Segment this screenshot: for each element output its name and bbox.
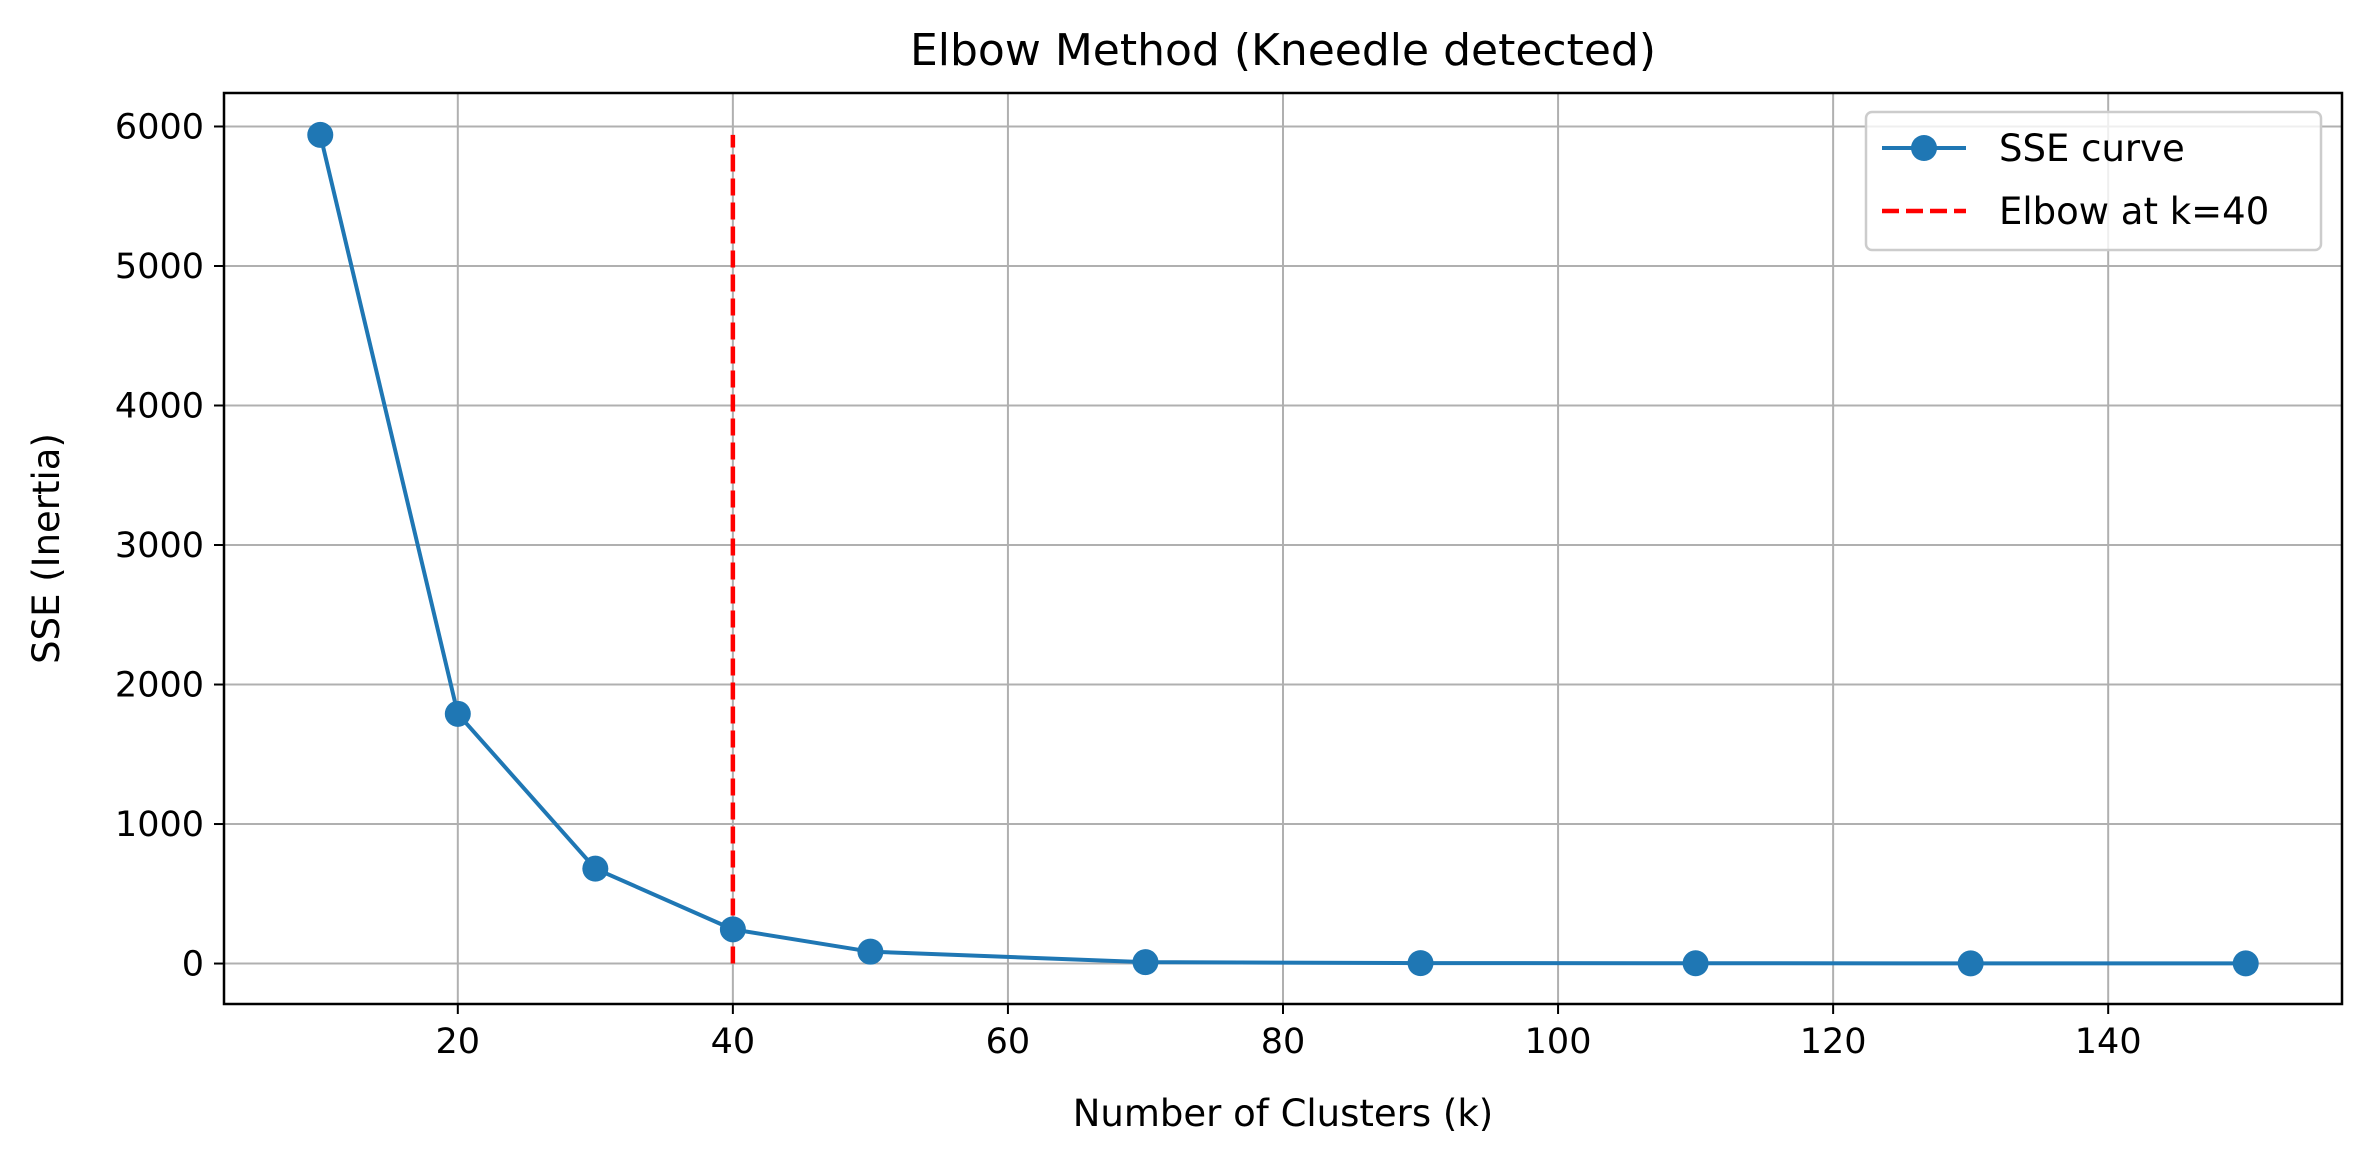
sse-data-point	[444, 700, 471, 727]
grid	[224, 93, 2342, 1004]
x-tick-label: 40	[711, 1022, 756, 1062]
x-tick-label: 140	[2075, 1022, 2142, 1062]
x-tick-label: 100	[1525, 1022, 1592, 1062]
sse-data-point	[582, 855, 609, 882]
legend-entry-elbow: Elbow at k=40	[1999, 190, 2269, 233]
y-tick-label: 1000	[115, 805, 204, 845]
x-axis-label: Number of Clusters (k)	[1073, 1092, 1493, 1135]
x-tick-label: 60	[986, 1022, 1031, 1062]
y-tick-label: 5000	[115, 247, 204, 287]
y-tick-label: 4000	[115, 387, 204, 427]
y-tick-label: 0	[182, 945, 204, 985]
series-group	[307, 121, 2259, 977]
legend: SSE curve Elbow at k=40	[1864, 110, 2323, 252]
legend-swatch-sse-marker	[1911, 135, 1937, 161]
sse-data-point	[2232, 950, 2259, 977]
y-tick-label: 3000	[115, 526, 204, 566]
x-tick-label: 80	[1261, 1022, 1306, 1062]
chart-title: Elbow Method (Kneedle detected)	[910, 25, 1656, 76]
sse-data-point	[1407, 950, 1434, 977]
y-axis-label: SSE (Inertia)	[25, 433, 68, 664]
y-tick-label: 2000	[115, 666, 204, 706]
sse-data-point	[1957, 950, 1984, 977]
sse-data-point	[857, 938, 884, 965]
sse-data-point	[1682, 950, 1709, 977]
sse-data-point	[719, 916, 746, 943]
y-tick-label: 6000	[115, 107, 204, 147]
sse-data-point	[307, 121, 334, 148]
legend-box	[1864, 110, 2323, 252]
sse-curve-line	[318, 134, 2246, 966]
x-tick-label: 20	[436, 1022, 481, 1062]
sse-data-point	[1132, 949, 1159, 976]
ticks: 20 40 60 80 100 120 140 0 1000 2000 3000 4000 5000 60…	[115, 107, 2142, 1062]
x-tick-label: 120	[1800, 1022, 1867, 1062]
legend-entry-sse-curve: SSE curve	[1999, 127, 2185, 170]
